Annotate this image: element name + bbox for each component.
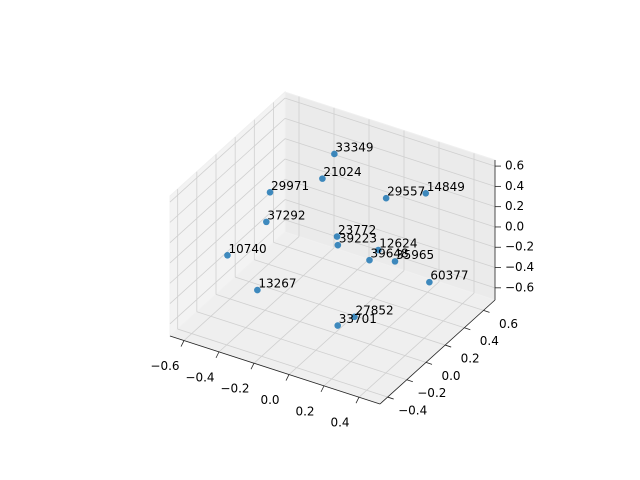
point (331, 150, 338, 158)
y-tick-label: −0.2 (417, 386, 446, 400)
point-label: 35965 (396, 248, 434, 262)
grid-line (284, 138, 496, 208)
point (333, 233, 341, 240)
point-label: 33701 (339, 312, 377, 326)
y-tick (425, 362, 433, 365)
grid-line (284, 158, 496, 228)
point (334, 322, 342, 329)
point-label: 14849 (427, 180, 465, 194)
grid-line (215, 294, 427, 363)
y-tick-label: 0.2 (461, 352, 480, 366)
x-tick (215, 351, 220, 359)
point-label: 29557 (387, 185, 425, 199)
y-tick (406, 379, 413, 383)
x-tick-label: 0.2 (295, 404, 314, 418)
x-tick (285, 374, 290, 381)
point (391, 258, 399, 265)
point (422, 189, 430, 197)
point-label: 27852 (355, 303, 393, 317)
grid-line (196, 311, 407, 381)
grid-line (169, 97, 286, 203)
grid-line (284, 97, 496, 167)
grid-line (284, 219, 496, 289)
y-tick-label: −0.4 (398, 404, 427, 418)
point (351, 313, 358, 321)
point (374, 246, 382, 254)
y-tick (483, 310, 490, 313)
x-tick (355, 397, 360, 404)
point (319, 175, 326, 182)
point (426, 278, 433, 286)
z-tick-label: −0.6 (505, 280, 534, 294)
y-tick (387, 396, 394, 400)
point (254, 286, 261, 294)
point-label: 13267 (258, 277, 296, 291)
point (366, 256, 373, 264)
y-tick (445, 344, 452, 348)
grid-line (218, 247, 335, 353)
y-tick-label: 0.4 (480, 334, 499, 348)
grid-line (253, 258, 370, 364)
grid-line (169, 158, 286, 264)
x-tick-label: −0.6 (150, 359, 179, 373)
grid-line (235, 276, 446, 346)
grid-line (254, 259, 465, 329)
point-label: 29971 (271, 179, 309, 193)
grid-line (177, 328, 388, 398)
x-tick (250, 363, 255, 370)
x-tick-label: −0.2 (220, 382, 249, 396)
grid-line (358, 292, 475, 398)
point (224, 252, 231, 259)
x-tick (180, 340, 185, 347)
point-label: 37292 (267, 208, 305, 222)
point-label: 23772 (338, 223, 376, 237)
grid-line (323, 281, 440, 387)
point-label: 39648 (371, 247, 409, 261)
grid-line (169, 219, 286, 325)
point-label: 10740 (228, 242, 266, 256)
z-tick-label: 0.0 (505, 219, 524, 233)
point (266, 188, 274, 196)
grid-line (284, 178, 496, 248)
grid-line (169, 178, 286, 284)
x-tick-label: 0.4 (330, 416, 349, 430)
y-tick-label: 0.6 (499, 317, 518, 331)
grid-line (273, 242, 484, 311)
point (263, 218, 270, 226)
z-tick-label: −0.2 (505, 240, 534, 254)
point-label: 39223 (339, 232, 377, 246)
grid-line (169, 199, 286, 304)
z-tick-label: 0.4 (505, 179, 524, 193)
grid-line (169, 118, 286, 223)
point-label: 60377 (430, 269, 468, 283)
grid-line (284, 199, 496, 268)
point-label: 12624 (379, 237, 417, 251)
z-tick-label: −0.4 (505, 260, 534, 274)
point (334, 241, 342, 249)
y-tick-label: 0.0 (441, 369, 460, 383)
grid-line (183, 236, 300, 341)
point-label: 21024 (323, 165, 361, 179)
z-tick-label: 0.2 (505, 199, 524, 213)
grid-line (288, 270, 405, 375)
y-tick (464, 327, 471, 331)
y-axis (379, 299, 496, 405)
x-tick-label: −0.4 (185, 370, 214, 384)
x-tick-label: 0.0 (260, 393, 279, 407)
point-label: 33349 (335, 140, 373, 154)
z-tick-label: 0.6 (505, 159, 524, 173)
grid-line (169, 138, 286, 243)
grid-line (284, 117, 496, 187)
x-axis (169, 335, 381, 405)
point (382, 194, 390, 202)
x-tick (320, 385, 325, 393)
